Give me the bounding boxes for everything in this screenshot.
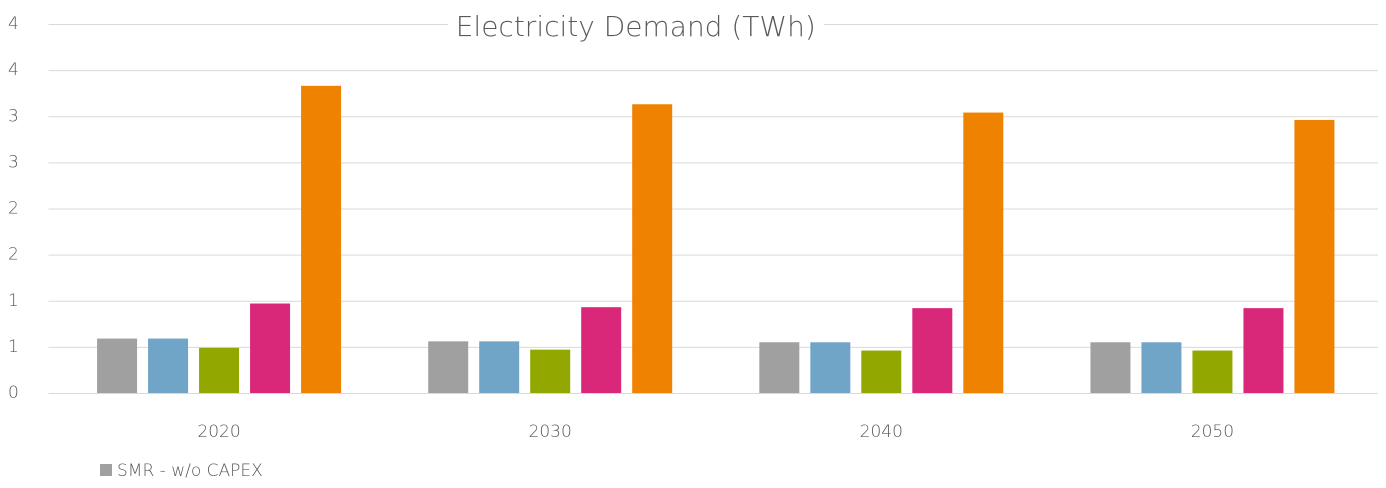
bar (912, 308, 953, 393)
bar (1243, 308, 1284, 393)
y-tick-label: 1 (8, 337, 19, 357)
bar (759, 342, 800, 393)
bar (97, 338, 138, 393)
bar (1141, 342, 1182, 393)
bar (428, 341, 469, 393)
x-tick-label: 2030 (529, 422, 572, 442)
bar (810, 342, 851, 393)
y-tick-label: 3 (8, 106, 19, 126)
bar (1090, 342, 1131, 393)
y-tick-label: 0 (8, 383, 19, 403)
bar (250, 303, 291, 393)
bar (148, 338, 189, 393)
x-tick-label: 2020 (197, 422, 240, 442)
title-background (447, 10, 824, 43)
y-tick-label: 4 (8, 14, 19, 34)
y-tick-label: 1 (8, 291, 19, 311)
bar (1192, 350, 1233, 393)
y-tick-label: 2 (8, 199, 19, 219)
legend-label: SMR - w/o CAPEX (117, 461, 263, 481)
y-tick-label: 4 (8, 60, 19, 80)
bar (632, 104, 673, 393)
bar (479, 341, 520, 393)
bar (301, 85, 342, 394)
bar (581, 307, 622, 393)
bar (530, 349, 571, 393)
bar (1294, 119, 1335, 393)
bar (199, 347, 240, 393)
y-tick-label: 3 (8, 152, 19, 172)
chart-title: Electricity Demand (TWh) (456, 10, 816, 43)
x-tick-label: 2050 (1191, 422, 1234, 442)
x-tick-label: 2040 (860, 422, 903, 442)
legend-swatch (100, 464, 112, 476)
bar (963, 112, 1004, 393)
y-tick-label: 2 (8, 245, 19, 265)
bar (861, 350, 902, 393)
